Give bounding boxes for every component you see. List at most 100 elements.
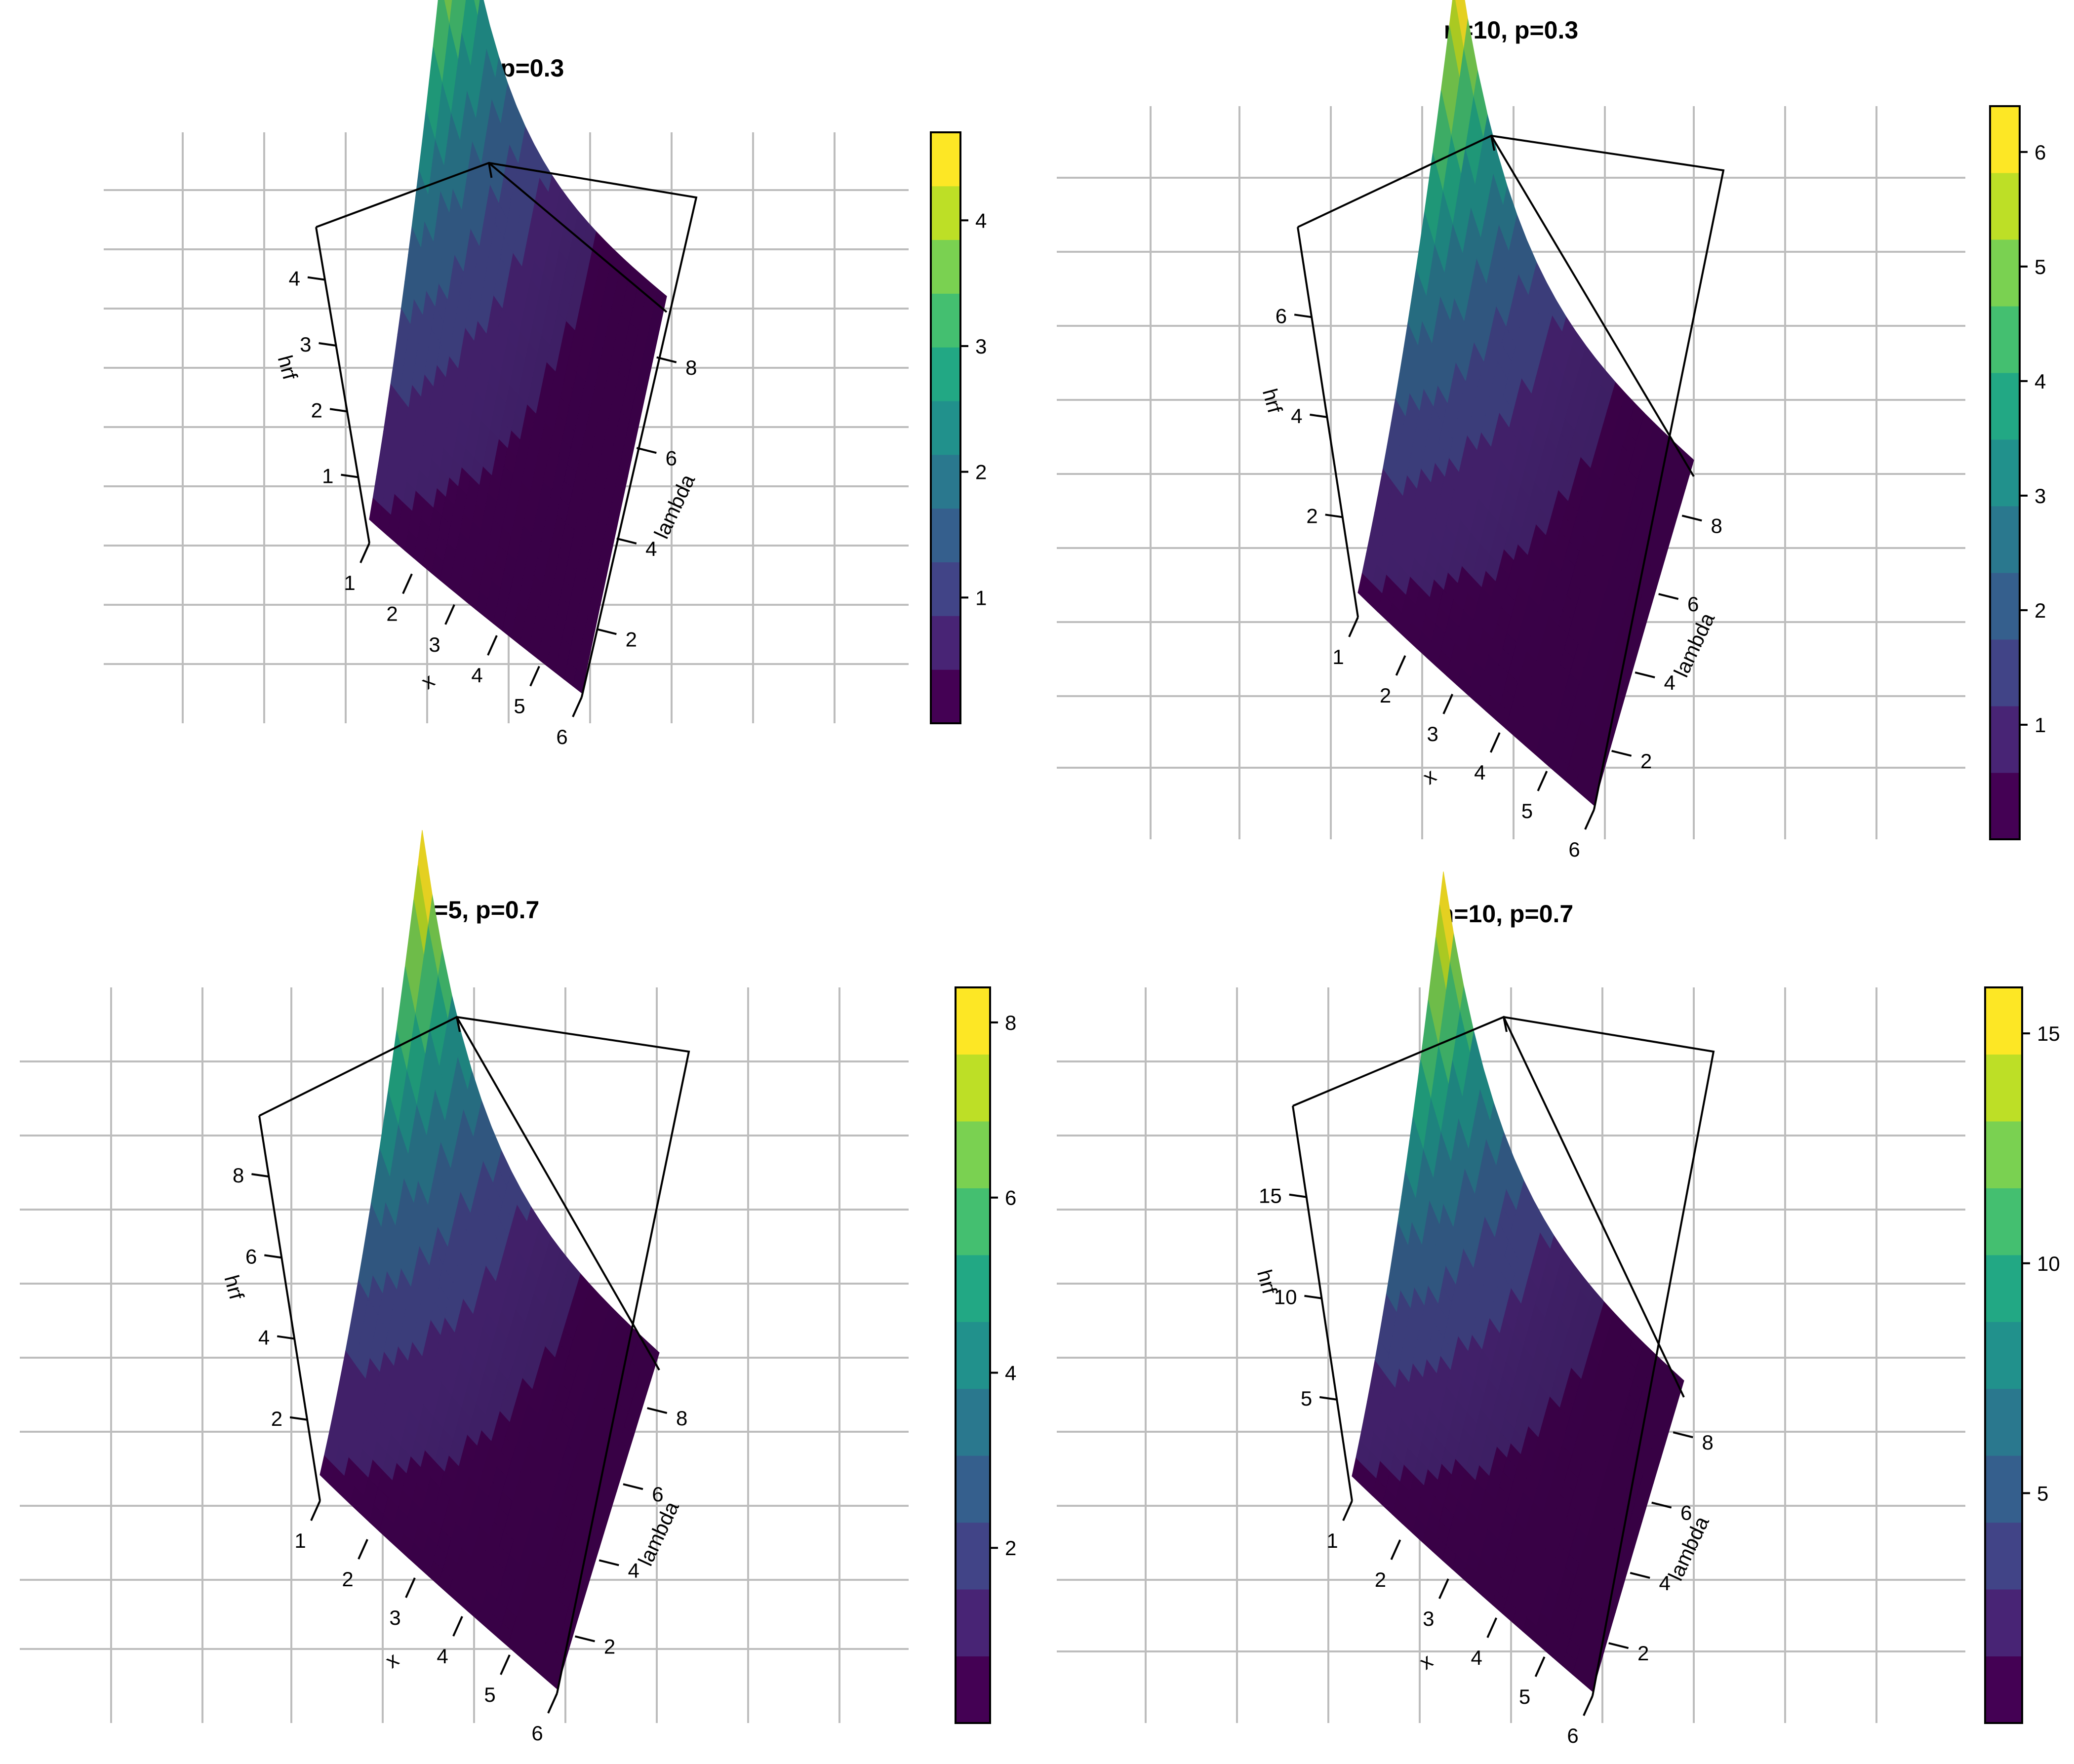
x-tick-mark [1583,1695,1594,1716]
lambda-tick-label: 8 [685,356,697,379]
colorbar-tick-label: 1 [975,586,987,609]
colorbar-band [1990,373,2020,440]
colorbar-band [1985,1054,2022,1122]
colorbar-band [1985,1656,2022,1724]
lambda-tick-mark [647,1407,668,1414]
panel-3-title: n=5, p=0.7 [419,896,540,924]
x-tick-label: 6 [556,725,567,748]
box-edge [488,162,698,698]
hrf-tick-mark [1304,1294,1322,1299]
box-edge [1490,135,1496,151]
x-tick-label: 6 [1568,838,1580,861]
colorbar-band [931,347,960,401]
box-edge [456,1016,690,1694]
colorbar-tick-label: 5 [2037,1482,2048,1505]
x-tick-label: 5 [484,1683,495,1706]
hrf-tick-mark [319,342,336,347]
x-tick-label: 2 [1380,684,1391,707]
panel-4-title: n=10, p=0.7 [1439,900,1573,928]
x-tick-label: 6 [1567,1724,1578,1747]
hrf-tick-mark [1294,314,1312,318]
x-tick-label: 4 [471,664,482,687]
lambda-tick-mark [1611,749,1632,757]
x-tick-mark [1584,809,1595,830]
x-tick-label: 3 [389,1606,400,1629]
hrf-tick-mark [1310,413,1327,418]
hrf-tick-mark [341,473,359,478]
hrf-tick-label: 5 [1301,1387,1312,1410]
x-tick-mark [402,573,413,594]
x-tick-label: 1 [1326,1529,1338,1552]
colorbar-band [956,1054,990,1122]
x-tick-mark [310,1500,321,1521]
colorbar-tick-label: 6 [1005,1186,1016,1210]
x-tick-label: 5 [514,695,525,718]
colorbar-band [956,1254,990,1322]
colorbar-band [1990,506,2020,573]
lambda-tick-mark [598,1559,619,1567]
hrf-tick-label: 4 [289,267,300,290]
hrf-tick-label: 2 [1306,504,1317,527]
hrf-tick-label: 8 [233,1164,244,1187]
hrf-tick-label: 15 [1259,1184,1282,1208]
lambda-tick-label: 4 [628,1559,639,1582]
colorbar-tick-label: 4 [975,209,987,232]
lambda-tick-mark [1658,593,1679,600]
x-tick-mark [1442,694,1454,714]
lambda-tick-label: 2 [1640,749,1652,773]
surface-facet [319,1455,335,1485]
colorbar-frame [1989,105,2021,840]
x-tick-mark [487,635,498,656]
x-tick-mark [1489,732,1501,753]
lambda-tick-mark [1630,1571,1650,1579]
x-tick-mark [1395,655,1406,676]
lambda-tick-label: 6 [652,1483,663,1506]
colorbar-band [1985,1388,2022,1456]
surface-facet [1352,1457,1366,1487]
colorbar-band [1990,573,2020,640]
surface-facet [1357,573,1372,603]
x-tick-mark [1534,1656,1546,1677]
colorbar-tick-label: 2 [2034,599,2046,622]
lambda-tick-label: 8 [676,1407,687,1430]
hrf-tick-label: 1 [322,465,333,488]
x-tick-label: 2 [386,602,398,625]
colorbar-band [931,401,960,455]
lambda-tick-label: 2 [1637,1642,1649,1665]
x-tick-mark [1342,1500,1353,1521]
hrf-tick-mark [1319,1396,1337,1401]
x-tick-label: 2 [1375,1568,1386,1591]
x-tick-mark [500,1654,511,1675]
colorbar-band [956,987,990,1055]
colorbar-band [1985,987,2022,1055]
colorbar-tick-label: 3 [975,335,987,358]
lambda-tick-label: 6 [666,446,677,470]
x-tick-mark [444,604,455,625]
colorbar-band [931,132,960,187]
x-tick-mark [1390,1539,1401,1560]
x-tick-label: 3 [1427,722,1438,745]
hrf-tick-mark [307,276,325,281]
colorbar-tick-label: 1 [2034,713,2046,737]
hrf-tick-mark [251,1173,269,1178]
colorbar-band [956,1455,990,1523]
box-edge [1297,227,1359,618]
box-edge [1491,135,1725,810]
hrf-tick-mark [277,1335,295,1340]
colorbar-band [1990,439,2020,507]
colorbar-band [1990,306,2020,373]
lambda-tick-label: 2 [626,627,637,651]
box-edge [1292,1105,1353,1501]
colorbar-band [931,186,960,240]
x-tick-mark [1486,1617,1498,1638]
x-tick-label: 4 [1471,1646,1482,1669]
lambda-tick-mark [623,1483,643,1490]
x-tick-label: 3 [1423,1607,1434,1630]
colorbar-band [1990,106,2020,173]
hrf-tick-mark [1325,513,1343,518]
colorbar-band [956,1188,990,1255]
colorbar-frame [930,131,961,724]
lambda-tick-mark [1608,1642,1629,1649]
